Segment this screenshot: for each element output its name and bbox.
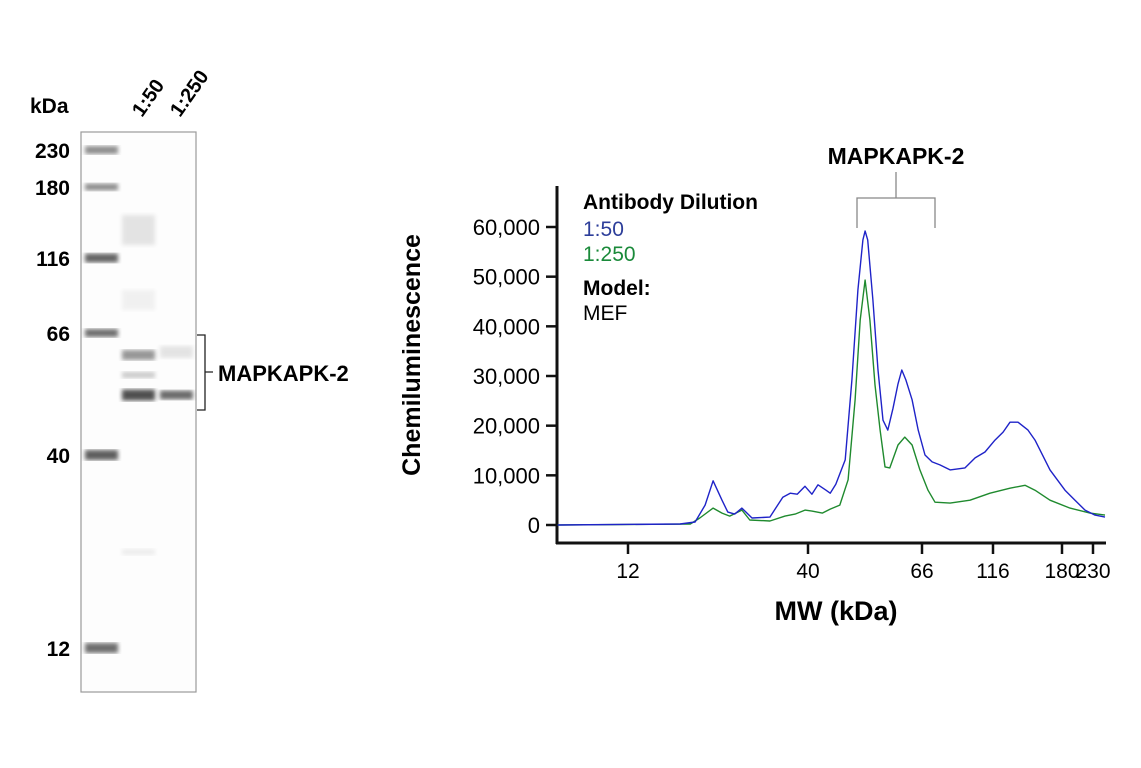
gel-bands <box>85 146 193 653</box>
legend-model-value: MEF <box>583 302 627 325</box>
chart-panel: MAPKAPK-2 Chemiluminescence MW (kDa) 0 10… <box>398 143 1111 626</box>
gel-band <box>85 450 118 460</box>
gel-panel: kDa 230 180 116 66 40 12 1:50 1:250 MAPK… <box>30 66 349 693</box>
gel-band <box>160 346 193 358</box>
ladder-label: 116 <box>36 248 70 271</box>
legend-title: Antibody Dilution <box>583 191 758 214</box>
gel-band <box>122 290 155 310</box>
gel-band <box>85 146 118 154</box>
y-tick-label: 40,000 <box>473 314 540 339</box>
y-ticks: 0 10,000 20,000 30,000 40,000 50,000 60,000 <box>473 215 557 538</box>
x-tick-label: 12 <box>616 560 639 583</box>
gel-band <box>122 549 155 555</box>
x-tick-label: 116 <box>976 560 1009 583</box>
series-line-1-50 <box>557 230 1106 526</box>
band-bracket <box>197 334 213 411</box>
title-bracket <box>856 172 936 228</box>
series-lines <box>557 230 1106 526</box>
ladder-label: 40 <box>47 445 70 468</box>
x-tick-label: 66 <box>910 560 933 583</box>
ladder-label: 180 <box>35 177 70 200</box>
gel-band <box>122 350 155 360</box>
ladder-label: 66 <box>47 323 70 346</box>
legend-entry-1-250: 1:250 <box>583 243 636 266</box>
gel-band <box>122 215 155 245</box>
gel-band <box>85 183 118 191</box>
x-tick-label: 230 <box>1075 560 1110 583</box>
ladder-label: 230 <box>35 140 70 163</box>
y-axis-label: Chemiluminescence <box>398 234 426 476</box>
gel-unit-label: kDa <box>30 95 69 118</box>
gel-band <box>160 390 193 400</box>
lane-label-1-50: 1:50 <box>128 75 169 120</box>
x-tick-label: 40 <box>796 560 819 583</box>
y-tick-label: 0 <box>528 513 540 538</box>
y-tick-label: 30,000 <box>473 364 540 389</box>
y-tick-label: 60,000 <box>473 215 540 240</box>
band-label: MAPKAPK-2 <box>218 361 349 386</box>
legend-entry-1-50: 1:50 <box>583 218 624 241</box>
gel-band <box>85 643 118 653</box>
y-tick-label: 20,000 <box>473 414 540 439</box>
ladder-label: 12 <box>47 638 70 661</box>
lane-label-1-250: 1:250 <box>166 66 213 121</box>
chart-title: MAPKAPK-2 <box>828 143 965 169</box>
legend: Antibody Dilution 1:50 1:250 Model: MEF <box>583 191 758 325</box>
y-tick-label: 50,000 <box>473 265 540 290</box>
gel-band <box>122 389 155 401</box>
series-line-1-250 <box>557 279 1106 526</box>
gel-band <box>85 329 118 337</box>
legend-model-label: Model: <box>583 277 651 300</box>
ladder-labels: 230 180 116 66 40 12 <box>35 140 70 661</box>
gel-band <box>122 372 155 378</box>
x-tick-label: 180 <box>1044 560 1079 583</box>
y-tick-label: 10,000 <box>473 463 540 488</box>
gel-band <box>85 253 118 263</box>
x-axis-label: MW (kDa) <box>775 596 898 626</box>
